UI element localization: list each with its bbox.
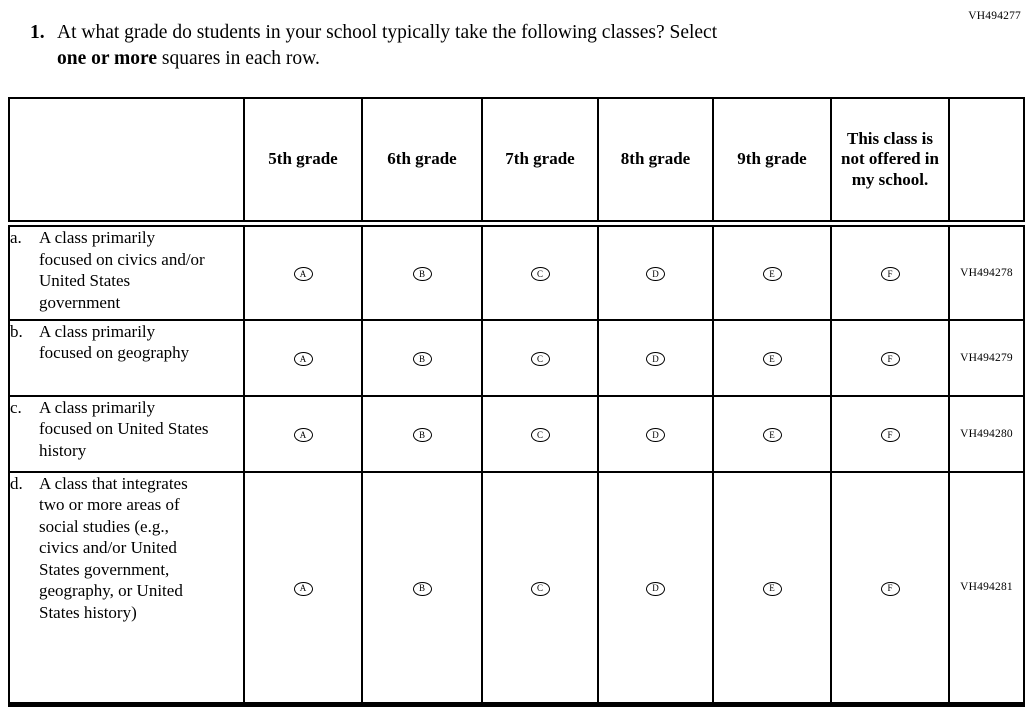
row-c-label: A class primarily focused on United Stat… — [39, 397, 209, 460]
row-a-option-E[interactable]: E — [762, 267, 782, 282]
row-d-cell-9th: E — [712, 470, 832, 707]
row-a-cell-6th: B — [361, 222, 483, 321]
question-number: 1. — [30, 22, 45, 43]
header-row: 5th grade 6th grade 7th grade 8th grade … — [8, 97, 1025, 227]
row-a-letter: a. — [10, 228, 22, 247]
row-b-cell-not-offered: F — [830, 318, 950, 397]
row-c-cell-9th: E — [712, 394, 832, 473]
row-c-cell-7th: C — [481, 394, 599, 473]
header-not-offered: This class is not offered in my school. — [830, 97, 950, 227]
row-a-option-C[interactable]: C — [530, 267, 550, 282]
row-b-label: A class primarily focused on geography — [39, 321, 190, 363]
row-b-option-A[interactable]: A — [293, 352, 313, 366]
row-d-option-A[interactable]: A — [293, 581, 313, 596]
row-d-cell-5th: A — [243, 470, 363, 707]
form-accession-code: VH494277 — [968, 10, 1021, 22]
row-d-cell-7th: C — [481, 470, 599, 707]
row-a-label: A class primarily focused on civics and/… — [39, 228, 205, 312]
row-b-cell-9th: E — [712, 318, 832, 397]
row-b-option-C[interactable]: C — [530, 352, 550, 366]
question-text: At what grade do students in your school… — [57, 20, 717, 72]
row-c-option-E[interactable]: E — [762, 428, 782, 442]
row-a-option-A[interactable]: A — [293, 267, 313, 282]
row-b-letter: b. — [10, 321, 23, 341]
header-6th-grade: 6th grade — [361, 97, 483, 227]
row-d-cell-not-offered: F — [830, 470, 950, 707]
row-b-cell-5th: A — [243, 318, 363, 397]
question-line2: squares in each row. — [157, 48, 320, 70]
row-a-option-D[interactable]: D — [646, 267, 665, 282]
table-row-a: a. A class primarily focused on civics a… — [8, 222, 1025, 321]
row-b-cell-6th: B — [361, 318, 483, 397]
table-row-d: d. A class that integrates two or more a… — [8, 470, 1025, 707]
row-b-label-cell: b. A class primarily focused on geograph… — [8, 318, 245, 397]
row-c-option-D[interactable]: D — [646, 428, 665, 442]
row-a-cell-not-offered: F — [830, 222, 950, 321]
row-a-option-B[interactable]: B — [412, 267, 432, 282]
row-c-label-cell: c. A class primarily focused on United S… — [8, 394, 245, 473]
question-bold-phrase: one or more — [57, 48, 158, 70]
row-d-letter: d. — [10, 473, 23, 493]
row-d-cell-6th: B — [361, 470, 483, 707]
row-b-option-D[interactable]: D — [646, 352, 665, 366]
row-a-code: VH494278 — [948, 222, 1025, 321]
table-row-c: c. A class primarily focused on United S… — [8, 394, 1025, 473]
header-7th-grade: 7th grade — [481, 97, 599, 227]
row-d-option-B[interactable]: B — [412, 581, 432, 596]
row-b-option-F[interactable]: F — [880, 352, 900, 366]
row-c-option-C[interactable]: C — [530, 428, 550, 442]
row-d-label: A class that integrates two or more area… — [39, 473, 188, 622]
header-blank — [8, 97, 245, 227]
row-c-option-F[interactable]: F — [880, 428, 900, 442]
row-c-cell-8th: D — [597, 394, 714, 473]
row-c-cell-6th: B — [361, 394, 483, 473]
row-a-cell-8th: D — [597, 222, 714, 321]
row-b-cell-7th: C — [481, 318, 599, 397]
row-a-label-cell: a. A class primarily focused on civics a… — [8, 222, 245, 321]
question-block: 1. At what grade do students in your sch… — [30, 20, 900, 72]
row-b-option-B[interactable]: B — [412, 352, 432, 366]
header-5th-grade: 5th grade — [243, 97, 363, 227]
response-grid: 5th grade 6th grade 7th grade 8th grade … — [8, 97, 1025, 707]
header-code-blank — [948, 97, 1025, 227]
row-d-cell-8th: D — [597, 470, 714, 707]
header-9th-grade: 9th grade — [712, 97, 832, 227]
row-d-option-F[interactable]: F — [880, 581, 900, 596]
row-a-cell-5th: A — [243, 222, 363, 321]
row-b-code: VH494279 — [948, 318, 1025, 397]
row-c-cell-not-offered: F — [830, 394, 950, 473]
row-a-option-F[interactable]: F — [880, 267, 900, 282]
row-a-cell-9th: E — [712, 222, 832, 321]
row-c-option-A[interactable]: A — [293, 428, 313, 442]
row-d-option-C[interactable]: C — [530, 581, 550, 596]
row-a-cell-7th: C — [481, 222, 599, 321]
row-d-label-cell: d. A class that integrates two or more a… — [8, 470, 245, 707]
header-8th-grade: 8th grade — [597, 97, 714, 227]
row-b-option-E[interactable]: E — [762, 352, 782, 366]
row-c-code: VH494280 — [948, 394, 1025, 473]
row-b-cell-8th: D — [597, 318, 714, 397]
row-c-letter: c. — [10, 397, 22, 417]
row-c-option-B[interactable]: B — [412, 428, 432, 442]
row-d-code: VH494281 — [948, 470, 1025, 707]
row-d-option-E[interactable]: E — [762, 581, 782, 596]
table-row-b: b. A class primarily focused on geograph… — [8, 318, 1025, 397]
row-d-option-D[interactable]: D — [646, 581, 665, 596]
question-line1: At what grade do students in your school… — [57, 22, 718, 43]
row-c-cell-5th: A — [243, 394, 363, 473]
